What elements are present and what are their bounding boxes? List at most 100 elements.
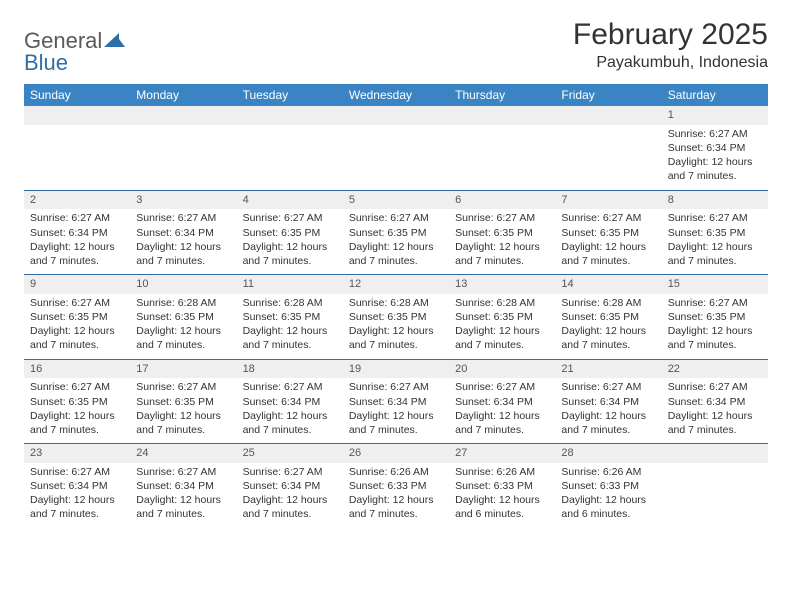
day-number-cell: 23: [24, 444, 130, 463]
day-content-cell: Sunrise: 6:27 AMSunset: 6:34 PMDaylight:…: [237, 463, 343, 528]
day-content-cell: Sunrise: 6:28 AMSunset: 6:35 PMDaylight:…: [237, 294, 343, 359]
day-number-cell: 28: [555, 444, 661, 463]
daylight-text: Daylight: 12 hours and 7 minutes.: [668, 409, 762, 437]
sunrise-text: Sunrise: 6:27 AM: [30, 211, 124, 225]
day-number-cell: [662, 444, 768, 463]
sunset-text: Sunset: 6:34 PM: [243, 479, 337, 493]
daylight-text: Daylight: 12 hours and 7 minutes.: [30, 409, 124, 437]
day-number-cell: 7: [555, 190, 661, 209]
day-content-row: Sunrise: 6:27 AMSunset: 6:34 PMDaylight:…: [24, 125, 768, 190]
daylight-text: Daylight: 12 hours and 6 minutes.: [455, 493, 549, 521]
sunset-text: Sunset: 6:35 PM: [561, 226, 655, 240]
day-number-cell: [343, 106, 449, 125]
daylight-text: Daylight: 12 hours and 7 minutes.: [243, 324, 337, 352]
weekday-header: Sunday: [24, 84, 130, 106]
day-content-cell: [130, 125, 236, 190]
day-content-row: Sunrise: 6:27 AMSunset: 6:34 PMDaylight:…: [24, 209, 768, 274]
weekday-header-row: Sunday Monday Tuesday Wednesday Thursday…: [24, 84, 768, 106]
sunset-text: Sunset: 6:34 PM: [243, 395, 337, 409]
day-number-cell: [555, 106, 661, 125]
sunset-text: Sunset: 6:34 PM: [668, 395, 762, 409]
day-number-cell: 20: [449, 359, 555, 378]
daylight-text: Daylight: 12 hours and 7 minutes.: [30, 324, 124, 352]
sunrise-text: Sunrise: 6:27 AM: [30, 380, 124, 394]
day-number-cell: 21: [555, 359, 661, 378]
sunrise-text: Sunrise: 6:28 AM: [136, 296, 230, 310]
title-block: February 2025 Payakumbuh, Indonesia: [573, 18, 768, 72]
day-number-row: 2345678: [24, 190, 768, 209]
daylight-text: Daylight: 12 hours and 7 minutes.: [349, 493, 443, 521]
day-content-cell: Sunrise: 6:27 AMSunset: 6:35 PMDaylight:…: [24, 378, 130, 443]
day-content-row: Sunrise: 6:27 AMSunset: 6:34 PMDaylight:…: [24, 463, 768, 528]
day-content-cell: Sunrise: 6:28 AMSunset: 6:35 PMDaylight:…: [343, 294, 449, 359]
sunset-text: Sunset: 6:33 PM: [561, 479, 655, 493]
sunrise-text: Sunrise: 6:27 AM: [561, 211, 655, 225]
sunrise-text: Sunrise: 6:27 AM: [243, 465, 337, 479]
day-content-cell: [555, 125, 661, 190]
sunset-text: Sunset: 6:35 PM: [455, 226, 549, 240]
day-number-cell: [449, 106, 555, 125]
day-content-cell: Sunrise: 6:27 AMSunset: 6:35 PMDaylight:…: [662, 294, 768, 359]
day-number-cell: 8: [662, 190, 768, 209]
day-number-row: 16171819202122: [24, 359, 768, 378]
daylight-text: Daylight: 12 hours and 7 minutes.: [243, 240, 337, 268]
calendar-table: Sunday Monday Tuesday Wednesday Thursday…: [24, 84, 768, 528]
daylight-text: Daylight: 12 hours and 7 minutes.: [349, 409, 443, 437]
daylight-text: Daylight: 12 hours and 7 minutes.: [668, 240, 762, 268]
sunrise-text: Sunrise: 6:27 AM: [668, 211, 762, 225]
day-number-cell: 3: [130, 190, 236, 209]
day-number-cell: 14: [555, 275, 661, 294]
day-content-cell: Sunrise: 6:27 AMSunset: 6:34 PMDaylight:…: [555, 378, 661, 443]
day-content-cell: Sunrise: 6:27 AMSunset: 6:35 PMDaylight:…: [555, 209, 661, 274]
day-number-cell: 1: [662, 106, 768, 125]
sunset-text: Sunset: 6:34 PM: [668, 141, 762, 155]
sunset-text: Sunset: 6:34 PM: [136, 479, 230, 493]
sunrise-text: Sunrise: 6:27 AM: [668, 127, 762, 141]
sunrise-text: Sunrise: 6:26 AM: [561, 465, 655, 479]
sunset-text: Sunset: 6:35 PM: [455, 310, 549, 324]
day-number-cell: 18: [237, 359, 343, 378]
sunrise-text: Sunrise: 6:27 AM: [136, 465, 230, 479]
day-content-cell: Sunrise: 6:27 AMSunset: 6:34 PMDaylight:…: [662, 378, 768, 443]
weekday-header: Tuesday: [237, 84, 343, 106]
day-content-cell: Sunrise: 6:27 AMSunset: 6:35 PMDaylight:…: [662, 209, 768, 274]
day-content-cell: Sunrise: 6:27 AMSunset: 6:34 PMDaylight:…: [662, 125, 768, 190]
daylight-text: Daylight: 12 hours and 7 minutes.: [455, 240, 549, 268]
day-number-cell: 27: [449, 444, 555, 463]
day-number-cell: 4: [237, 190, 343, 209]
day-content-cell: Sunrise: 6:26 AMSunset: 6:33 PMDaylight:…: [449, 463, 555, 528]
weekday-header: Wednesday: [343, 84, 449, 106]
day-number-cell: 17: [130, 359, 236, 378]
day-content-cell: Sunrise: 6:27 AMSunset: 6:35 PMDaylight:…: [449, 209, 555, 274]
sunset-text: Sunset: 6:35 PM: [561, 310, 655, 324]
day-number-cell: 5: [343, 190, 449, 209]
weekday-header: Monday: [130, 84, 236, 106]
day-content-cell: Sunrise: 6:27 AMSunset: 6:35 PMDaylight:…: [24, 294, 130, 359]
sunrise-text: Sunrise: 6:27 AM: [349, 211, 443, 225]
day-content-cell: Sunrise: 6:27 AMSunset: 6:34 PMDaylight:…: [449, 378, 555, 443]
sunrise-text: Sunrise: 6:27 AM: [455, 211, 549, 225]
daylight-text: Daylight: 12 hours and 7 minutes.: [136, 409, 230, 437]
day-number-cell: [24, 106, 130, 125]
day-content-cell: Sunrise: 6:27 AMSunset: 6:34 PMDaylight:…: [237, 378, 343, 443]
daylight-text: Daylight: 12 hours and 7 minutes.: [30, 240, 124, 268]
sunrise-text: Sunrise: 6:28 AM: [455, 296, 549, 310]
daylight-text: Daylight: 12 hours and 7 minutes.: [668, 155, 762, 183]
sunrise-text: Sunrise: 6:28 AM: [243, 296, 337, 310]
day-number-cell: 6: [449, 190, 555, 209]
day-number-cell: 24: [130, 444, 236, 463]
day-content-cell: [237, 125, 343, 190]
sunset-text: Sunset: 6:35 PM: [243, 310, 337, 324]
daylight-text: Daylight: 12 hours and 7 minutes.: [349, 324, 443, 352]
day-number-cell: 22: [662, 359, 768, 378]
day-number-cell: 9: [24, 275, 130, 294]
sunrise-text: Sunrise: 6:27 AM: [668, 296, 762, 310]
sunrise-text: Sunrise: 6:27 AM: [136, 380, 230, 394]
day-number-cell: 11: [237, 275, 343, 294]
day-content-cell: Sunrise: 6:28 AMSunset: 6:35 PMDaylight:…: [130, 294, 236, 359]
sunset-text: Sunset: 6:33 PM: [455, 479, 549, 493]
location-label: Payakumbuh, Indonesia: [573, 54, 768, 72]
sunset-text: Sunset: 6:35 PM: [668, 226, 762, 240]
sunset-text: Sunset: 6:34 PM: [30, 479, 124, 493]
day-number-cell: 10: [130, 275, 236, 294]
